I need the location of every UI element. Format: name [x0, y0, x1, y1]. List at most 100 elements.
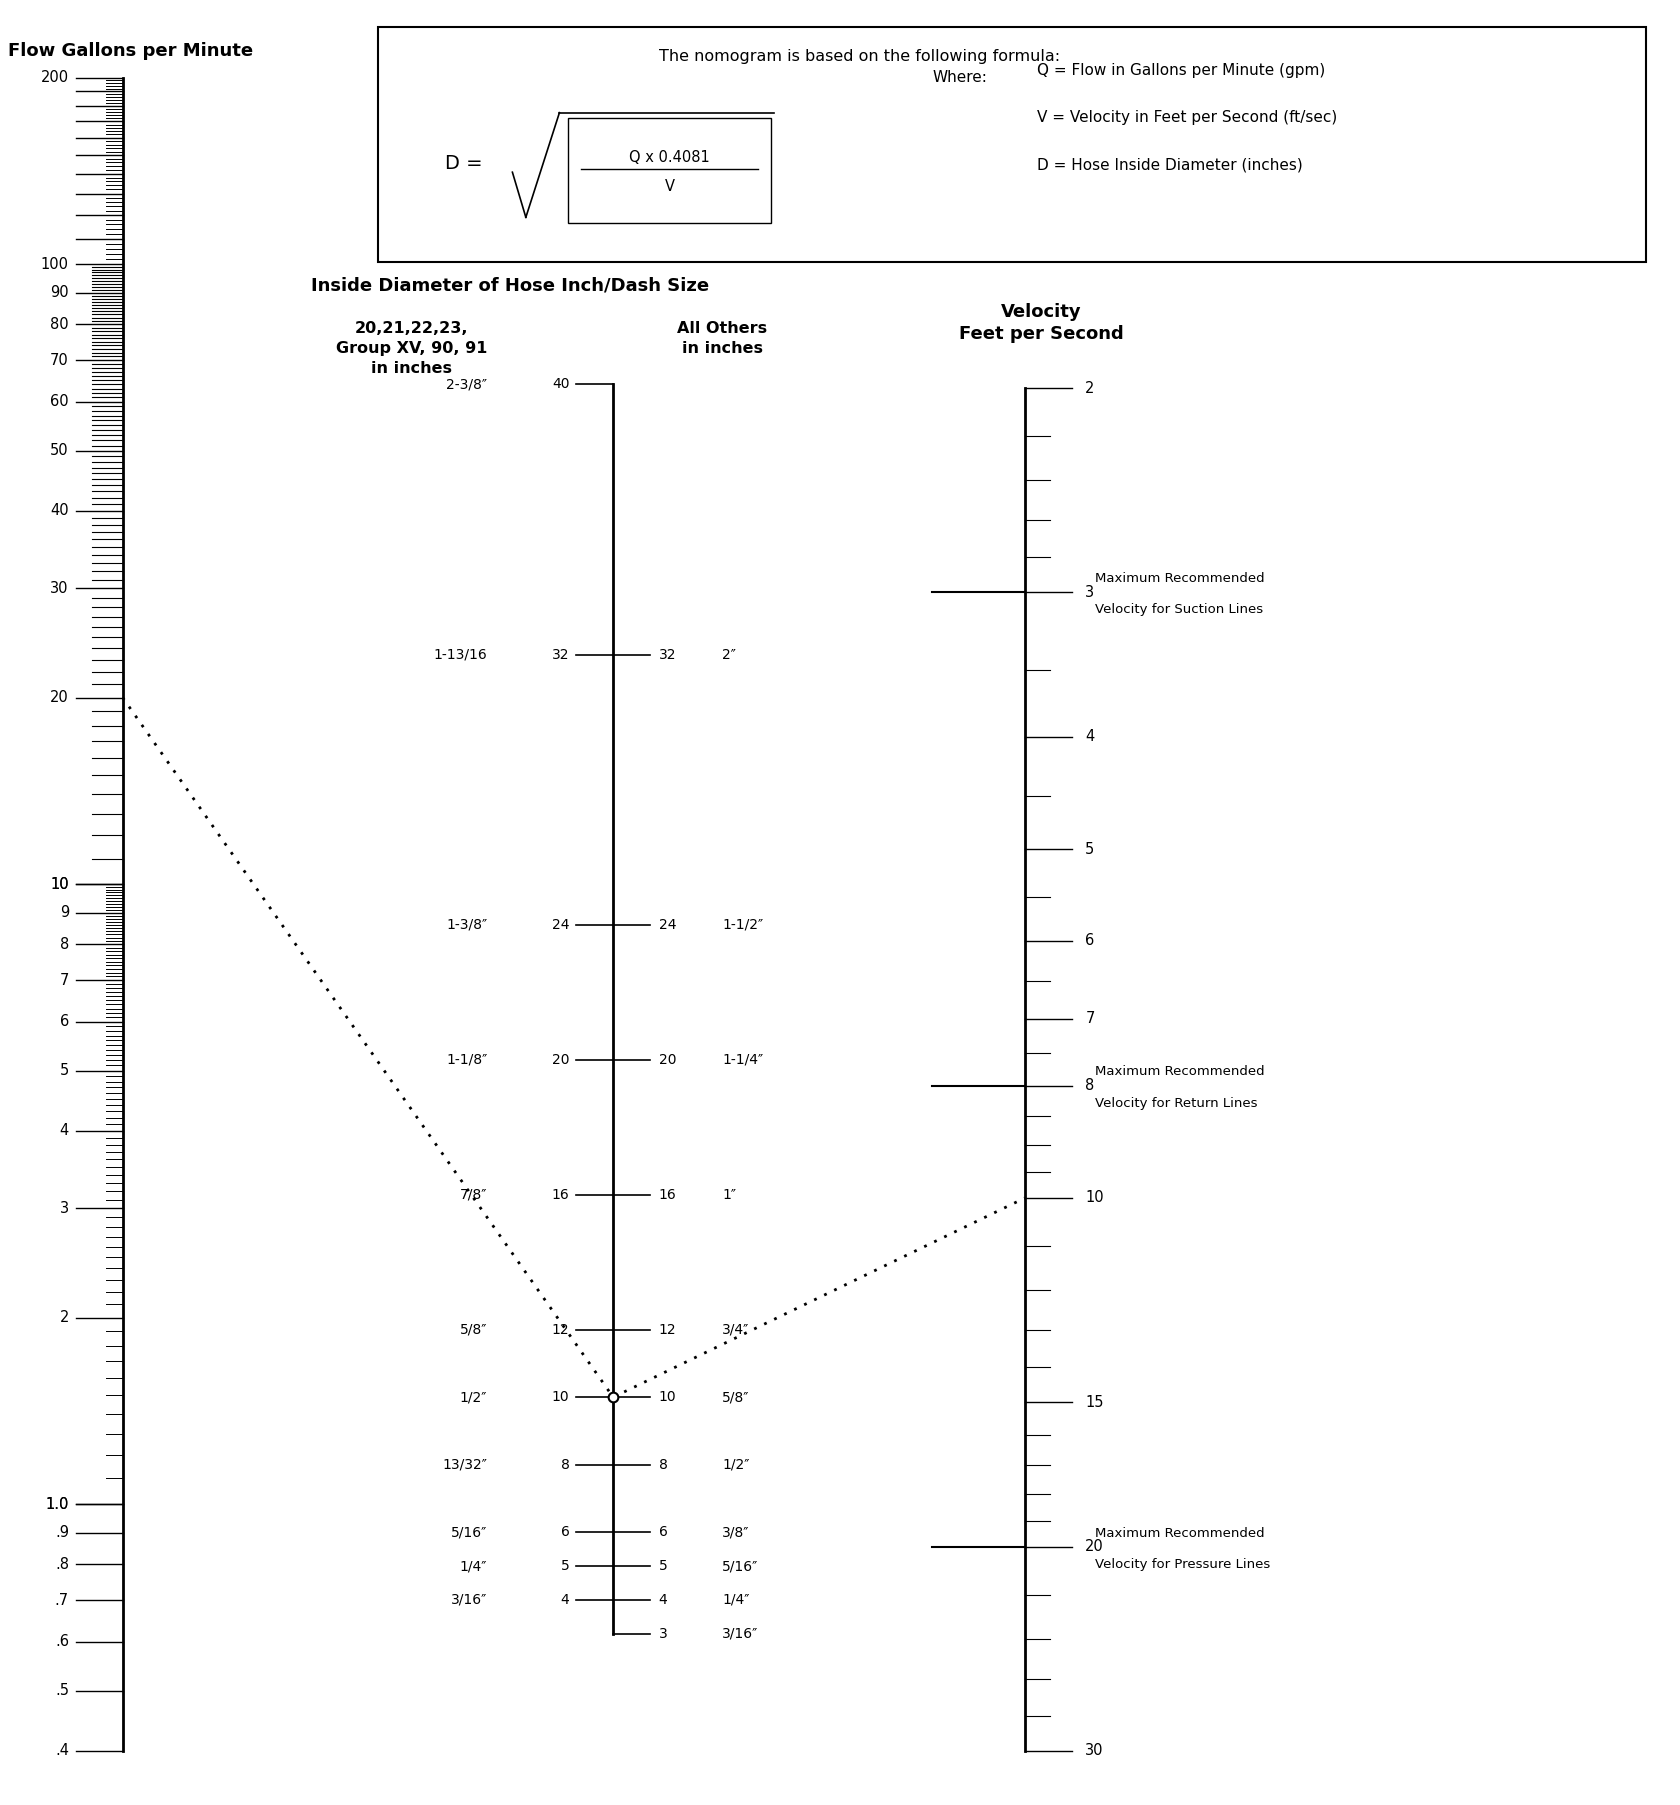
Text: 8: 8: [1085, 1078, 1095, 1094]
Text: 5/16″: 5/16″: [722, 1560, 759, 1572]
Text: Inside Diameter of Hose Inch/Dash Size: Inside Diameter of Hose Inch/Dash Size: [311, 276, 709, 294]
Text: 7: 7: [1085, 1011, 1095, 1025]
Text: .4: .4: [55, 1744, 69, 1758]
Text: 12: 12: [553, 1323, 570, 1338]
Text: 20: 20: [50, 690, 69, 706]
Text: Maximum Recommended: Maximum Recommended: [1095, 572, 1265, 585]
Text: 1/2″: 1/2″: [722, 1458, 749, 1471]
Text: 5: 5: [659, 1560, 667, 1572]
Text: 90: 90: [50, 285, 69, 300]
Text: 200: 200: [40, 70, 69, 85]
Text: 8: 8: [561, 1458, 570, 1471]
Text: 10: 10: [50, 877, 69, 892]
Text: 10: 10: [659, 1390, 675, 1404]
Text: 5: 5: [59, 1063, 69, 1078]
Text: 20: 20: [659, 1052, 675, 1067]
Text: 4: 4: [1085, 729, 1095, 744]
Text: 30: 30: [50, 581, 69, 596]
Text: 20: 20: [553, 1052, 570, 1067]
Text: 6: 6: [1085, 933, 1095, 948]
Text: 40: 40: [553, 377, 570, 392]
Text: 1-1/4″: 1-1/4″: [722, 1052, 763, 1067]
Text: Q = Flow in Gallons per Minute (gpm): Q = Flow in Gallons per Minute (gpm): [1037, 63, 1326, 78]
Text: .6: .6: [55, 1634, 69, 1650]
Text: Velocity
Feet per Second: Velocity Feet per Second: [959, 303, 1124, 343]
Text: 1/4″: 1/4″: [722, 1592, 749, 1606]
Text: Maximum Recommended: Maximum Recommended: [1095, 1527, 1265, 1540]
Text: .5: .5: [55, 1684, 69, 1699]
FancyBboxPatch shape: [378, 27, 1646, 262]
Text: 2″: 2″: [722, 648, 736, 661]
Text: 30: 30: [1085, 1744, 1104, 1758]
Text: 1.0: 1.0: [45, 1496, 69, 1511]
Text: 4: 4: [561, 1592, 570, 1606]
Text: 7: 7: [59, 973, 69, 987]
Text: 3/4″: 3/4″: [722, 1323, 749, 1338]
Text: 20: 20: [1085, 1540, 1104, 1554]
Text: 3: 3: [1085, 585, 1094, 599]
Text: D = Hose Inside Diameter (inches): D = Hose Inside Diameter (inches): [1037, 157, 1302, 171]
Text: 15: 15: [1085, 1395, 1104, 1410]
Text: 80: 80: [50, 318, 69, 332]
Text: 4: 4: [659, 1592, 667, 1606]
Text: 9: 9: [59, 904, 69, 921]
Text: 10: 10: [50, 877, 69, 892]
Text: .7: .7: [55, 1592, 69, 1608]
Text: 1-13/16: 1-13/16: [433, 648, 487, 661]
Text: 5: 5: [1085, 841, 1095, 857]
Text: 16: 16: [659, 1188, 677, 1202]
Text: 1.0: 1.0: [45, 1496, 69, 1511]
Text: Velocity for Suction Lines: Velocity for Suction Lines: [1095, 603, 1263, 616]
Text: The nomogram is based on the following formula:: The nomogram is based on the following f…: [660, 49, 1060, 63]
Text: 32: 32: [659, 648, 675, 661]
Text: 5/16″: 5/16″: [450, 1525, 487, 1540]
Text: Velocity for Pressure Lines: Velocity for Pressure Lines: [1095, 1558, 1270, 1570]
Text: .8: .8: [55, 1556, 69, 1572]
Text: 1/2″: 1/2″: [460, 1390, 487, 1404]
Text: 8: 8: [59, 937, 69, 951]
Text: 5/8″: 5/8″: [460, 1323, 487, 1338]
Text: 20,21,22,23,
Group XV, 90, 91
in inches: 20,21,22,23, Group XV, 90, 91 in inches: [336, 321, 487, 375]
Text: 1-3/8″: 1-3/8″: [447, 917, 487, 931]
Text: .9: .9: [55, 1525, 69, 1540]
Text: 8: 8: [659, 1458, 667, 1471]
Text: 10: 10: [1085, 1191, 1104, 1206]
Text: 10: 10: [553, 1390, 570, 1404]
Text: 6: 6: [659, 1525, 667, 1540]
Text: 1-1/8″: 1-1/8″: [445, 1052, 487, 1067]
FancyBboxPatch shape: [568, 117, 771, 222]
Text: 2: 2: [1085, 381, 1095, 395]
Text: Maximum Recommended: Maximum Recommended: [1095, 1065, 1265, 1078]
Text: 24: 24: [659, 917, 675, 931]
Text: 6: 6: [561, 1525, 570, 1540]
Text: Where:: Where:: [932, 70, 988, 85]
Text: 7/8″: 7/8″: [460, 1188, 487, 1202]
Text: 3/16″: 3/16″: [722, 1626, 759, 1641]
Text: 24: 24: [553, 917, 570, 931]
Text: 6: 6: [59, 1014, 69, 1029]
Text: 12: 12: [659, 1323, 675, 1338]
Text: 13/32″: 13/32″: [442, 1458, 487, 1471]
Text: 2-3/8″: 2-3/8″: [447, 377, 487, 392]
Text: Flow Gallons per Minute: Flow Gallons per Minute: [8, 42, 254, 60]
Text: All Others
in inches: All Others in inches: [677, 321, 768, 356]
Text: V = Velocity in Feet per Second (ft/sec): V = Velocity in Feet per Second (ft/sec): [1037, 110, 1337, 125]
Text: 4: 4: [59, 1123, 69, 1139]
Text: 50: 50: [50, 444, 69, 458]
Text: D =: D =: [445, 153, 489, 173]
Text: 32: 32: [553, 648, 570, 661]
Text: Q x 0.4081: Q x 0.4081: [628, 150, 711, 164]
Text: 1″: 1″: [722, 1188, 736, 1202]
Text: 40: 40: [50, 504, 69, 518]
Text: 100: 100: [40, 256, 69, 273]
Text: 60: 60: [50, 393, 69, 410]
Text: Velocity for Return Lines: Velocity for Return Lines: [1095, 1096, 1258, 1110]
Text: 3: 3: [60, 1200, 69, 1217]
Text: V: V: [665, 179, 674, 195]
Text: 3/8″: 3/8″: [722, 1525, 749, 1540]
Text: 2: 2: [59, 1310, 69, 1325]
Text: 5/8″: 5/8″: [722, 1390, 749, 1404]
Text: 5: 5: [561, 1560, 570, 1572]
Text: 3/16″: 3/16″: [450, 1592, 487, 1606]
Text: 3: 3: [659, 1626, 667, 1641]
